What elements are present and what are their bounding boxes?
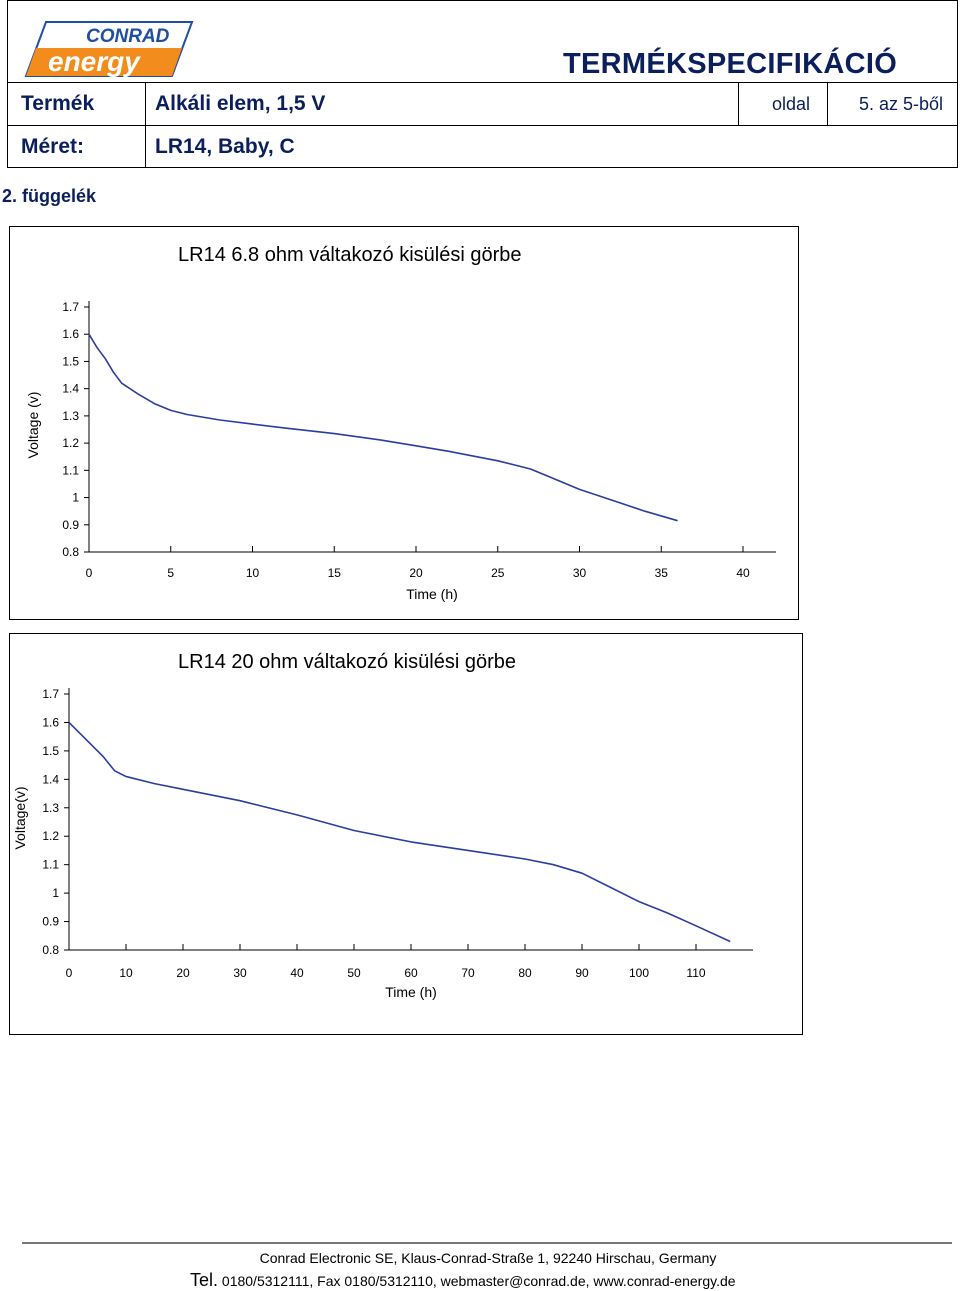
header-row-size: Méret: LR14, Baby, C: [7, 125, 958, 168]
y-tick-label: 1.1: [62, 463, 79, 477]
y-tick-label: 1.3: [62, 409, 79, 423]
y-tick-label: 1.2: [62, 436, 79, 450]
y-tick-label: 1.6: [62, 327, 79, 341]
x-tick-label: 80: [518, 966, 532, 980]
x-tick-label: 50: [347, 966, 361, 980]
footer-contact-details: 0180/5312111, Fax 0180/5312110, webmaste…: [221, 1273, 736, 1289]
x-tick-label: 20: [409, 566, 423, 580]
chart-title-20-ohm: LR14 20 ohm váltakozó kisülési görbe: [178, 651, 516, 673]
chart-panel-20-ohm: [9, 633, 803, 1035]
size-label: Méret:: [21, 135, 85, 158]
chart-panel-6-8-ohm: [9, 226, 799, 620]
x-axis-label: Time (h): [406, 586, 458, 602]
y-tick-label: 1.6: [42, 715, 59, 729]
x-tick-label: 90: [575, 966, 589, 980]
x-axis-label: Time (h): [385, 984, 437, 1000]
x-tick-label: 100: [629, 966, 649, 980]
series-line: [88, 333, 678, 522]
divider: [145, 83, 146, 125]
x-tick-label: 0: [86, 566, 93, 580]
series-line: [68, 721, 731, 943]
x-tick-label: 25: [491, 566, 505, 580]
x-tick-label: 30: [233, 966, 247, 980]
x-tick-label: 110: [686, 966, 705, 980]
y-axis-label: Voltage (v): [25, 392, 41, 459]
footer-contact: Tel. 0180/5312111, Fax 0180/5312110, web…: [190, 1270, 736, 1291]
appendix-label: 2. függelék: [2, 186, 97, 206]
y-tick-label: 1.4: [42, 772, 59, 786]
size-value: LR14, Baby, C: [155, 135, 295, 158]
y-tick-label: 1.5: [42, 744, 59, 758]
document-title: TERMÉKSPECIFIKÁCIÓ: [563, 48, 898, 80]
footer-address: Conrad Electronic SE, Klaus-Conrad-Straß…: [259, 1250, 717, 1266]
x-tick-label: 5: [167, 566, 174, 580]
conrad-energy-logo: CONRAD energy: [24, 21, 194, 77]
x-tick-label: 40: [736, 566, 750, 580]
logo-orange-band: [26, 48, 182, 76]
page-label: oldal: [772, 93, 811, 114]
y-tick-label: 0.9: [42, 915, 59, 929]
y-tick-label: 1.7: [62, 300, 79, 314]
x-tick-label: 60: [404, 966, 418, 980]
y-tick-label: 0.8: [42, 943, 59, 957]
y-tick-label: 1.3: [42, 801, 59, 815]
divider: [827, 83, 828, 125]
x-tick-label: 30: [573, 566, 587, 580]
x-tick-label: 15: [328, 566, 342, 580]
x-tick-label: 20: [176, 966, 190, 980]
x-tick-label: 10: [246, 566, 260, 580]
y-tick-label: 1: [52, 886, 59, 900]
product-label: Termék: [21, 92, 95, 115]
header-table: [7, 0, 958, 168]
y-tick-label: 1.5: [62, 354, 79, 368]
y-tick-label: 1.4: [62, 382, 79, 396]
header-row-product: Termék Alkáli elem, 1,5 V oldal 5. az 5-…: [7, 82, 958, 125]
footer-tel-label: Tel.: [190, 1270, 219, 1290]
product-value: Alkáli elem, 1,5 V: [155, 92, 326, 115]
y-tick-label: 1.2: [42, 829, 59, 843]
page-value: 5. az 5-ből: [859, 93, 944, 114]
footer-divider: [22, 1242, 952, 1244]
y-tick-label: 0.9: [62, 518, 79, 532]
logo-text-top: CONRAD: [86, 26, 170, 47]
divider: [738, 83, 739, 125]
y-tick-label: 1.1: [42, 858, 59, 872]
y-tick-label: 1.7: [42, 687, 59, 701]
logo-text-bottom: energy: [48, 46, 141, 77]
x-tick-label: 70: [461, 966, 475, 980]
x-tick-label: 35: [655, 566, 669, 580]
x-tick-label: 0: [66, 966, 73, 980]
y-tick-label: 0.8: [62, 545, 79, 559]
chart-title-6-8-ohm: LR14 6.8 ohm váltakozó kisülési görbe: [178, 244, 522, 266]
y-tick-label: 1: [72, 491, 79, 505]
divider: [145, 126, 146, 168]
x-tick-label: 40: [290, 966, 304, 980]
y-axis-label: Voltage(v): [12, 786, 28, 849]
x-tick-label: 10: [119, 966, 133, 980]
